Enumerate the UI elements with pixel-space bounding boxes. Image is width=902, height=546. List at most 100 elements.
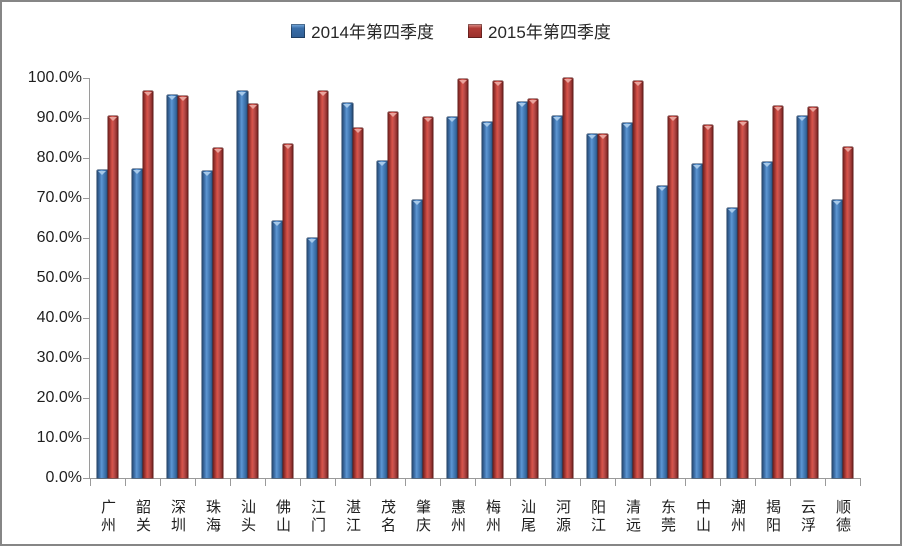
y-tick-label: 20.0% xyxy=(36,389,82,406)
x-tick-mark xyxy=(545,479,546,486)
bar xyxy=(762,162,773,478)
y-tick-label: 80.0% xyxy=(36,149,82,166)
x-tick-mark xyxy=(335,479,336,486)
x-category-label: 广州 xyxy=(99,499,116,535)
y-tick-mark xyxy=(83,238,90,239)
bar xyxy=(587,134,598,478)
x-category-label: 珠海 xyxy=(204,499,221,535)
bar-top-bevel-icon xyxy=(728,209,737,213)
bar-top-bevel-icon xyxy=(738,122,747,127)
x-category-label: 顺德 xyxy=(834,499,851,535)
bar xyxy=(527,98,538,478)
bar-top-bevel-icon xyxy=(703,125,712,130)
x-tick-mark xyxy=(720,479,721,486)
x-category-label: 韶关 xyxy=(134,499,151,535)
bar xyxy=(202,171,213,478)
bar-top-bevel-icon xyxy=(693,165,702,169)
bar-top-bevel-icon xyxy=(238,91,247,96)
x-category-label: 惠州 xyxy=(449,499,466,535)
bar xyxy=(317,90,328,478)
bar xyxy=(772,105,783,478)
bar xyxy=(657,186,668,478)
y-tick-mark xyxy=(83,438,90,439)
bar xyxy=(807,107,818,478)
bar-top-bevel-icon xyxy=(563,79,572,84)
x-category-label: 梅州 xyxy=(484,499,501,535)
y-tick-mark xyxy=(83,478,90,479)
x-tick-mark xyxy=(790,479,791,486)
bar-top-bevel-icon xyxy=(773,106,782,111)
bar xyxy=(412,199,423,478)
bar-top-bevel-icon xyxy=(763,163,772,167)
bar-top-bevel-icon xyxy=(423,118,432,123)
y-tick-label: 40.0% xyxy=(36,309,82,326)
bar xyxy=(727,208,738,478)
bar-top-bevel-icon xyxy=(833,201,842,206)
bar-top-bevel-icon xyxy=(318,91,327,96)
bar xyxy=(517,102,528,478)
bar xyxy=(237,90,248,478)
x-category-label: 云浮 xyxy=(799,499,816,535)
x-category-label: 佛山 xyxy=(274,499,291,535)
bar xyxy=(737,121,748,478)
y-tick-mark xyxy=(83,398,90,399)
bar xyxy=(492,81,503,478)
bar xyxy=(352,127,363,478)
bar xyxy=(387,112,398,478)
bar-top-bevel-icon xyxy=(203,172,212,177)
plot-area xyxy=(90,78,860,478)
bar xyxy=(142,90,153,478)
y-tick-label: 10.0% xyxy=(36,429,82,446)
bar-top-bevel-icon xyxy=(493,82,502,87)
x-tick-mark xyxy=(580,479,581,486)
bar-top-bevel-icon xyxy=(483,123,492,128)
x-tick-mark xyxy=(650,479,651,486)
bar-top-bevel-icon xyxy=(458,79,467,84)
bar xyxy=(97,170,108,478)
y-tick-mark xyxy=(83,118,90,119)
bar-top-bevel-icon xyxy=(353,128,362,133)
legend-item-2015: 2015年第四季度 xyxy=(468,18,611,43)
bar-top-bevel-icon xyxy=(98,171,107,175)
bar xyxy=(702,124,713,478)
bar-top-bevel-icon xyxy=(658,187,667,191)
bar-top-bevel-icon xyxy=(528,99,537,104)
x-axis-line xyxy=(90,478,861,479)
legend: 2014年第四季度 2015年第四季度 xyxy=(2,18,900,43)
bar-top-bevel-icon xyxy=(518,103,527,108)
bar-top-bevel-icon xyxy=(843,147,852,152)
bar-top-bevel-icon xyxy=(378,161,387,166)
x-tick-mark xyxy=(90,479,91,486)
x-category-label: 河源 xyxy=(554,499,571,535)
bar-top-bevel-icon xyxy=(798,117,807,121)
bar xyxy=(667,115,678,478)
bar-top-bevel-icon xyxy=(633,82,642,87)
bar xyxy=(167,95,178,478)
x-tick-mark xyxy=(440,479,441,486)
x-tick-mark xyxy=(160,479,161,486)
bar xyxy=(377,160,388,478)
y-tick-label: 30.0% xyxy=(36,349,82,366)
x-tick-mark xyxy=(510,479,511,486)
bar xyxy=(832,200,843,478)
legend-swatch-blue-icon xyxy=(291,23,306,38)
x-tick-mark xyxy=(300,479,301,486)
x-category-label: 东莞 xyxy=(659,499,676,535)
x-category-label: 深圳 xyxy=(169,499,186,535)
bar xyxy=(692,164,703,478)
x-category-label: 湛江 xyxy=(344,499,361,535)
x-tick-mark xyxy=(755,479,756,486)
bar-top-bevel-icon xyxy=(413,200,422,205)
y-tick-mark xyxy=(83,158,90,159)
y-tick-label: 100.0% xyxy=(27,69,82,86)
x-tick-mark xyxy=(195,479,196,486)
bar xyxy=(447,117,458,478)
bar xyxy=(272,221,283,478)
x-category-label: 汕尾 xyxy=(519,499,536,535)
bar-top-bevel-icon xyxy=(213,148,222,153)
bar xyxy=(342,103,353,478)
x-tick-mark xyxy=(125,479,126,486)
bar xyxy=(307,238,318,478)
x-category-label: 揭阳 xyxy=(764,499,781,535)
